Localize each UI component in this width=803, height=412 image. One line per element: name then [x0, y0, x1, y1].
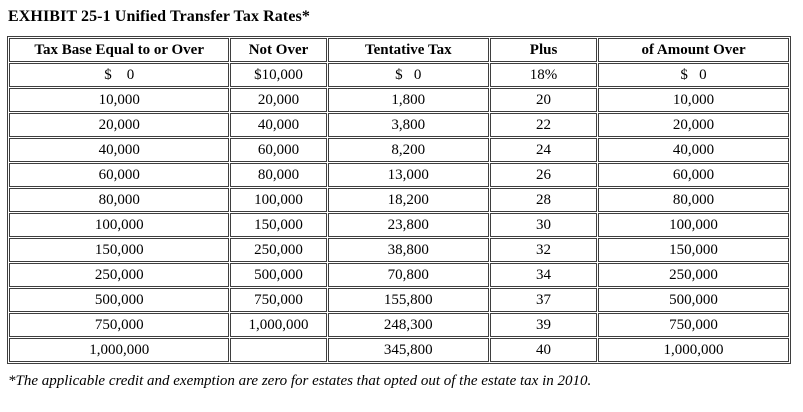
- cell: 38,800: [327, 238, 489, 262]
- cell: $10,000: [230, 63, 327, 87]
- table-row: 100,000 150,000 23,800 30 100,000: [9, 213, 789, 237]
- footnote: *The applicable credit and exemption are…: [8, 373, 592, 389]
- table-row: 20,000 40,000 3,800 22 20,000: [9, 113, 789, 137]
- cell: 500,000: [230, 263, 327, 287]
- table-row: 10,000 20,000 1,800 20 10,000: [9, 88, 789, 112]
- cell: 150,000: [598, 238, 789, 262]
- cell: 345,800: [327, 338, 489, 362]
- table-row: 40,000 60,000 8,200 24 40,000: [9, 138, 789, 162]
- cell: 248,300: [327, 313, 489, 337]
- cell: 39: [490, 313, 598, 337]
- cell: 70,800: [327, 263, 489, 287]
- cell: 32: [490, 238, 598, 262]
- cell: 8,200: [327, 138, 489, 162]
- column-header: Tentative Tax: [327, 38, 489, 62]
- cell: 20: [490, 88, 598, 112]
- column-header: Not Over: [230, 38, 327, 62]
- cell: 750,000: [9, 313, 230, 337]
- cell: 18%: [490, 63, 598, 87]
- cell: 20,000: [230, 88, 327, 112]
- cell: 150,000: [9, 238, 230, 262]
- cell: 26: [490, 163, 598, 187]
- cell: 100,000: [230, 188, 327, 212]
- cell: 18,200: [327, 188, 489, 212]
- cell: [230, 338, 327, 362]
- cell: 10,000: [9, 88, 230, 112]
- cell: $ 0: [598, 63, 789, 87]
- cell: 23,800: [327, 213, 489, 237]
- header-row: Tax Base Equal to or Over Not Over Tentati…: [9, 38, 789, 62]
- cell: 20,000: [9, 113, 230, 137]
- cell: $ 0: [9, 63, 230, 87]
- cell: 80,000: [598, 188, 789, 212]
- cell: 22: [490, 113, 598, 137]
- cell: 150,000: [230, 213, 327, 237]
- cell: 750,000: [230, 288, 327, 312]
- cell: 40,000: [598, 138, 789, 162]
- table-row: 1,000,000 345,800 40 1,000,000: [9, 338, 789, 362]
- cell: 13,000: [327, 163, 489, 187]
- table-row: 150,000 250,000 38,800 32 150,000: [9, 238, 789, 262]
- exhibit-title: EXHIBIT 25-1 Unified Transfer Tax Rates*: [8, 8, 310, 25]
- column-header: Plus: [490, 38, 598, 62]
- cell: 100,000: [9, 213, 230, 237]
- cell: 60,000: [598, 163, 789, 187]
- cell: 250,000: [230, 238, 327, 262]
- cell: $ 0: [327, 63, 489, 87]
- tax-rate-table: Tax Base Equal to or Over Not Over Tentati…: [7, 36, 791, 364]
- cell: 28: [490, 188, 598, 212]
- table-row: 750,000 1,000,000 248,300 39 750,000: [9, 313, 789, 337]
- cell: 80,000: [230, 163, 327, 187]
- cell: 60,000: [230, 138, 327, 162]
- table-row: $ 0 $10,000 $ 0 18% $ 0: [9, 63, 789, 87]
- cell: 24: [490, 138, 598, 162]
- cell: 1,000,000: [598, 338, 789, 362]
- cell: 37: [490, 288, 598, 312]
- cell: 1,800: [327, 88, 489, 112]
- cell: 3,800: [327, 113, 489, 137]
- cell: 20,000: [598, 113, 789, 137]
- cell: 30: [490, 213, 598, 237]
- cell: 1,000,000: [9, 338, 230, 362]
- cell: 100,000: [598, 213, 789, 237]
- column-header: Tax Base Equal to or Over: [9, 38, 230, 62]
- cell: 40,000: [230, 113, 327, 137]
- table-row: 60,000 80,000 13,000 26 60,000: [9, 163, 789, 187]
- cell: 155,800: [327, 288, 489, 312]
- table-row: 500,000 750,000 155,800 37 500,000: [9, 288, 789, 312]
- cell: 10,000: [598, 88, 789, 112]
- cell: 500,000: [9, 288, 230, 312]
- cell: 250,000: [9, 263, 230, 287]
- cell: 500,000: [598, 288, 789, 312]
- table-row: 80,000 100,000 18,200 28 80,000: [9, 188, 789, 212]
- cell: 80,000: [9, 188, 230, 212]
- cell: 250,000: [598, 263, 789, 287]
- cell: 34: [490, 263, 598, 287]
- table-row: 250,000 500,000 70,800 34 250,000: [9, 263, 789, 287]
- cell: 60,000: [9, 163, 230, 187]
- cell: 750,000: [598, 313, 789, 337]
- column-header: of Amount Over: [598, 38, 789, 62]
- cell: 1,000,000: [230, 313, 327, 337]
- cell: 40: [490, 338, 598, 362]
- cell: 40,000: [9, 138, 230, 162]
